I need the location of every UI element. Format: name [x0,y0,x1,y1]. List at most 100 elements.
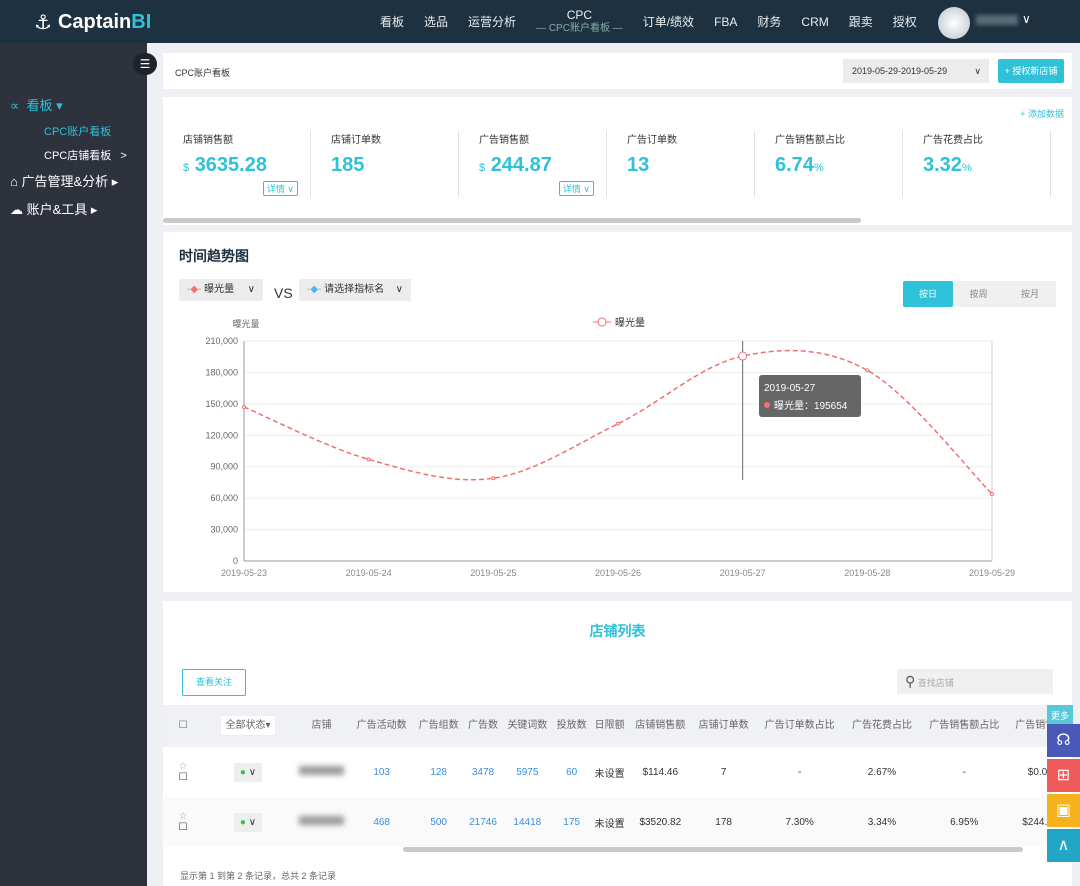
authorize-store-button[interactable]: + 授权新店铺 [998,59,1064,83]
status-select[interactable]: ● ∨ [233,812,263,832]
column-header[interactable]: 关键词数 [501,705,553,747]
nav-item[interactable]: 财务 [757,15,782,29]
table-cell: $114.46 [642,766,678,778]
table-cell[interactable]: 21746 [469,816,497,828]
nav-item[interactable]: 运营分析 [468,15,517,29]
store-table: ☐ 全部状态▾ 店铺 广告活动数 广告组数 广告数 关键词数 投放数 日限额 店铺销售额 店铺订单数… [163,705,1072,847]
kpi-panel: + 添加数据 店铺销售额 $ 3635.28 详情 ∨ 店铺订单数 185 广告销售额… [163,97,1072,225]
legend-label: 曝光量 [615,316,645,329]
store-list-panel: 店铺列表 查看关注 ⚲ 查找店铺 ☐ 全部状态▾ 店铺 广告活动数 广告组数 广告数 关键词… [163,601,1072,886]
column-header[interactable]: 广告花费占比 [843,705,920,747]
back-to-top-icon[interactable]: ∧ [1047,829,1080,862]
y-tick-label: 0 [233,556,238,566]
collapse-sidebar-icon[interactable]: ☰ [133,53,157,75]
kpi-card: 广告销售额占比 6.74% [755,131,903,197]
column-header[interactable]: 广告销售额占比 [919,705,1009,747]
trend-panel: 时间趋势图 -◆- 曝光量 ∨ VS -◆- 请选择指标名 ∨ 按日 按周 按月 [163,232,1072,592]
view-follow-button[interactable]: 查看关注 [182,669,246,696]
status-filter[interactable]: 全部状态▾ [220,715,276,736]
vs-label: VS [274,285,293,301]
table-cell: - [962,766,966,778]
legend-marker [597,317,607,327]
horizontal-scrollbar[interactable] [163,218,861,223]
tab-week[interactable]: 按周 [969,289,988,299]
x-tick-label: 2019-05-23 [221,568,267,578]
y-tick-label: 120,000 [205,430,238,440]
series-line [243,349,993,495]
x-tick-label: 2019-05-27 [720,568,766,578]
column-header[interactable]: 广告数 [463,705,502,747]
kpi-card: 店铺订单数 185 [311,131,459,197]
kpi-label: 广告销售额占比 [775,135,845,146]
tab-month[interactable]: 按月 [1020,289,1039,299]
logo[interactable]: ⚓ Captain BI [34,11,152,34]
store-name[interactable] [299,766,344,775]
select-all-checkbox[interactable]: ☐ [163,705,203,747]
table-cell: $3520.82 [639,816,682,828]
detail-button[interactable]: 详情 ∨ [262,181,298,196]
column-header[interactable]: 店铺 [293,705,350,747]
table-cell[interactable]: 128 [430,766,447,778]
nav-item[interactable]: FBA [714,14,738,29]
column-header[interactable]: 店铺订单数 [691,705,756,747]
status-select[interactable]: ● ∨ [233,762,263,782]
y-tick-label: 60,000 [210,493,238,503]
x-tick-label: 2019-05-29 [969,568,1015,578]
sidebar-item-dashboard[interactable]: ∝ 看板 ▾ [10,98,63,113]
column-header[interactable]: 日限额 [590,705,629,747]
tab-day[interactable]: 按日 [903,281,953,307]
nav-item[interactable]: 看板 [380,15,405,29]
nav-item[interactable]: 订单/绩效 [642,15,695,29]
breadcrumb: CPC账户看板 [175,68,231,78]
kpi-label: 广告销售额 [479,135,529,146]
column-header[interactable]: 广告组数 [413,705,464,747]
star-icon[interactable]: ☆ [178,811,188,822]
add-data-link[interactable]: + 添加数据 [1020,109,1064,119]
sidebar-item-account[interactable]: ☁ 账户&工具 ▸ [10,202,98,217]
table-cell[interactable]: 14418 [513,816,542,828]
sidebar-item-cpc-store[interactable]: CPC店铺看板 > [44,150,127,162]
kpi-card: 广告销售额 $ 244.87 详情 ∨ [459,131,607,197]
table-cell[interactable]: 468 [373,816,390,828]
top-header: ⚓ Captain BI 看板 选品 运营分析 CPC — CPC账户看板 — 订单/… [0,0,1080,43]
nav-item-cpc[interactable]: CPC — CPC账户看板 — [536,7,623,34]
metric1-select[interactable]: -◆- 曝光量 ∨ [179,279,263,301]
row-checkbox[interactable]: ☐ [178,822,188,833]
store-name[interactable] [299,816,344,825]
kpi-value: 3.32% [923,154,972,176]
detail-button[interactable]: 详情 ∨ [558,181,594,196]
support-icon[interactable]: ☊ [1047,724,1080,757]
y-tick-label: 30,000 [210,525,238,535]
metric2-select[interactable]: -◆- 请选择指标名 ∨ [299,279,411,301]
avatar[interactable] [938,7,970,39]
table-cell[interactable]: 500 [430,816,447,828]
table-cell[interactable]: 5975 [516,766,539,778]
column-header[interactable]: 广告活动数 [350,705,414,747]
nav-item[interactable]: CRM [801,14,829,29]
gift-icon[interactable]: ⊞ [1047,759,1080,792]
nav-item[interactable]: 选品 [424,15,449,29]
more-columns-button[interactable]: 更多 [1047,705,1073,727]
table-cell: 未设置 [594,818,625,830]
nav-item[interactable]: 跟卖 [848,15,873,29]
store-search-input[interactable]: ⚲ 查找店铺 [897,669,1053,694]
table-cell[interactable]: 175 [563,816,580,828]
table-cell[interactable]: 3478 [471,766,495,778]
presentation-icon[interactable]: ▣ [1047,794,1080,827]
captain-icon: ⚓ [34,12,52,34]
nav-item[interactable]: 授权 [892,15,917,29]
sidebar-item-ads[interactable]: ⌂ 广告管理&分析 ▸ [10,174,119,189]
column-header[interactable]: 投放数 [552,705,591,747]
row-checkbox[interactable]: ☐ [178,772,188,783]
chevron-down-icon[interactable]: ∨ [1022,12,1031,26]
star-icon[interactable]: ☆ [178,761,188,772]
data-point [990,491,994,496]
sidebar-item-cpc-account[interactable]: CPC账户看板 [44,126,112,138]
table-cell[interactable]: 60 [566,766,578,778]
table-cell[interactable]: 103 [373,766,390,778]
column-header[interactable]: 店铺销售额 [628,705,692,747]
horizontal-scrollbar[interactable] [403,847,1023,852]
date-range-picker[interactable]: 2019-05-29-2019-05-29 ∨ [843,59,989,83]
kpi-card: 广告花费占比 3.32% [903,131,1051,197]
column-header[interactable]: 广告订单数占比 [755,705,844,747]
